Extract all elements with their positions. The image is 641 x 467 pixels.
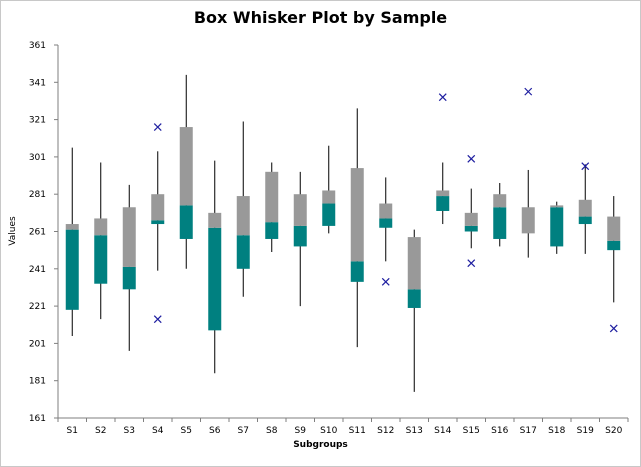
x-tick-label: S18 bbox=[548, 426, 565, 436]
upper-box-s7 bbox=[236, 196, 250, 236]
y-tick-label: 221 bbox=[29, 302, 46, 312]
outlier-marker bbox=[609, 324, 618, 333]
lower-box-s3 bbox=[122, 266, 136, 290]
x-tick-label: S5 bbox=[181, 426, 192, 436]
lower-box-s19 bbox=[578, 216, 592, 225]
lower-box-s13 bbox=[407, 289, 421, 308]
chart-title: Box Whisker Plot by Sample bbox=[193, 8, 448, 27]
x-tick-label: S1 bbox=[67, 426, 78, 436]
y-tick-label: 341 bbox=[29, 78, 46, 88]
upper-box-s4 bbox=[151, 194, 165, 221]
lower-box-s6 bbox=[208, 227, 222, 331]
x-tick-label: S14 bbox=[434, 426, 451, 436]
x-tick-label: S9 bbox=[295, 426, 307, 436]
x-tick-label: S8 bbox=[266, 426, 278, 436]
x-tick-label: S7 bbox=[238, 426, 249, 436]
x-tick-label: S2 bbox=[95, 426, 106, 436]
y-tick-label: 161 bbox=[29, 414, 46, 424]
upper-box-s15 bbox=[464, 212, 478, 226]
y-tick-label: 241 bbox=[29, 265, 46, 275]
x-tick-label: S15 bbox=[463, 426, 480, 436]
lower-box-s18 bbox=[550, 207, 564, 247]
lower-box-s12 bbox=[379, 218, 393, 228]
lower-box-s7 bbox=[236, 235, 250, 269]
lower-box-s10 bbox=[322, 203, 336, 226]
y-tick-label: 361 bbox=[29, 41, 46, 51]
outlier-marker bbox=[581, 162, 590, 171]
upper-box-s13 bbox=[407, 237, 421, 290]
lower-box-s11 bbox=[350, 261, 364, 282]
outlier-marker bbox=[153, 123, 162, 131]
lower-box-s2 bbox=[94, 235, 108, 284]
y-tick-label: 201 bbox=[29, 339, 46, 349]
lower-box-s9 bbox=[293, 225, 307, 247]
lower-box-s14 bbox=[436, 196, 450, 211]
upper-box-s18 bbox=[550, 205, 564, 208]
y-tick-label: 261 bbox=[29, 228, 46, 238]
upper-box-s11 bbox=[350, 168, 364, 262]
lower-box-s16 bbox=[493, 207, 507, 239]
outlier-marker bbox=[153, 315, 162, 324]
outlier-marker bbox=[381, 277, 390, 286]
upper-box-s14 bbox=[436, 190, 450, 197]
upper-box-s3 bbox=[122, 207, 136, 267]
outlier-marker bbox=[438, 93, 447, 102]
upper-box-s16 bbox=[493, 194, 507, 208]
upper-box-s5 bbox=[179, 127, 193, 206]
y-tick-label: 181 bbox=[29, 377, 46, 387]
upper-box-s12 bbox=[379, 203, 393, 219]
x-tick-label: S20 bbox=[605, 426, 622, 436]
lower-box-s1 bbox=[65, 229, 79, 310]
upper-box-s8 bbox=[265, 171, 279, 223]
x-tick-label: S13 bbox=[406, 426, 423, 436]
lower-box-s4 bbox=[151, 220, 165, 225]
upper-box-s10 bbox=[322, 190, 336, 204]
lower-box-s8 bbox=[265, 222, 279, 239]
lower-box-s5 bbox=[179, 205, 193, 239]
x-tick-label: S6 bbox=[209, 426, 221, 436]
lower-box-s20 bbox=[607, 240, 621, 251]
y-tick-label: 301 bbox=[29, 153, 46, 163]
upper-box-s19 bbox=[578, 199, 592, 217]
x-tick-label: S12 bbox=[377, 426, 394, 436]
x-tick-label: S10 bbox=[320, 426, 337, 436]
outlier-marker bbox=[467, 154, 476, 163]
lower-box-s15 bbox=[464, 225, 478, 232]
upper-box-s6 bbox=[208, 212, 222, 228]
upper-box-s2 bbox=[94, 218, 108, 236]
upper-box-s20 bbox=[607, 216, 621, 241]
upper-box-s17 bbox=[521, 207, 535, 234]
upper-box-s1 bbox=[65, 224, 79, 230]
x-axis-label: Subgroups bbox=[293, 440, 348, 450]
outlier-marker bbox=[467, 259, 476, 268]
outlier-marker bbox=[524, 87, 533, 96]
x-tick-label: S17 bbox=[520, 426, 537, 436]
upper-box-s9 bbox=[293, 194, 307, 226]
x-tick-label: S19 bbox=[577, 426, 594, 436]
x-tick-label: S11 bbox=[349, 426, 366, 436]
x-tick-label: S4 bbox=[152, 426, 164, 436]
y-tick-label: 281 bbox=[29, 190, 46, 200]
y-tick-label: 321 bbox=[29, 116, 46, 126]
x-tick-label: S3 bbox=[124, 426, 135, 436]
x-tick-label: S16 bbox=[491, 426, 508, 436]
